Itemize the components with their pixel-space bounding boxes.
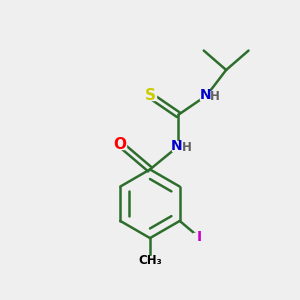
Bar: [193, 232, 205, 242]
Text: O: O: [114, 136, 127, 152]
Text: N: N: [171, 139, 183, 153]
Text: S: S: [145, 88, 155, 103]
Bar: [172, 141, 184, 151]
Bar: [200, 91, 213, 100]
Bar: [144, 91, 156, 100]
Bar: [142, 256, 158, 265]
Text: H: H: [182, 141, 192, 154]
Text: I: I: [196, 230, 202, 244]
Text: H: H: [210, 90, 220, 103]
Text: CH₃: CH₃: [138, 254, 162, 267]
Bar: [114, 139, 126, 149]
Text: N: N: [200, 88, 211, 102]
